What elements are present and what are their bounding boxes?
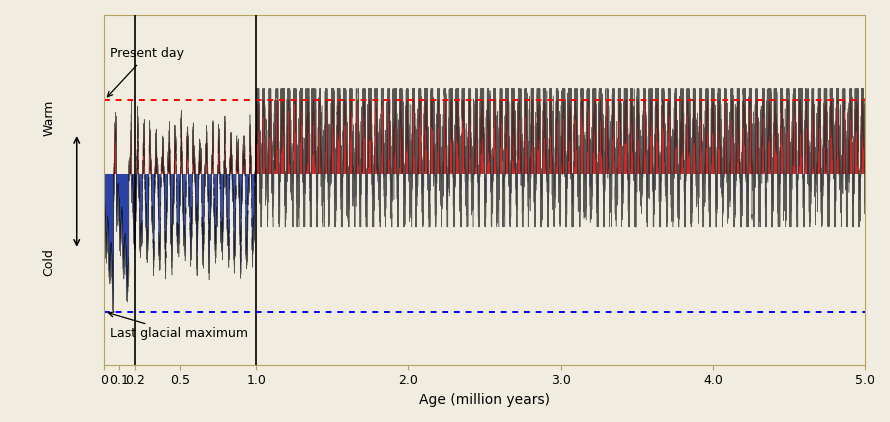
Text: Present day: Present day [108, 47, 184, 97]
Text: Cold: Cold [43, 248, 55, 276]
X-axis label: Age (million years): Age (million years) [419, 393, 550, 407]
Text: Last glacial maximum: Last glacial maximum [109, 312, 248, 340]
Text: Warm: Warm [43, 100, 55, 136]
